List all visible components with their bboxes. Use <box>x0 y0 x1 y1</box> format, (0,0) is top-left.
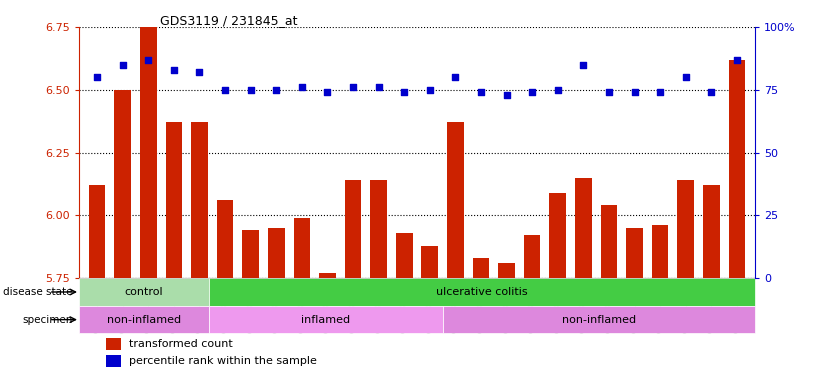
Point <box>500 92 513 98</box>
Point <box>90 74 103 80</box>
Point <box>551 87 565 93</box>
Point <box>449 74 462 80</box>
Bar <box>209 306 443 333</box>
Point <box>628 89 641 95</box>
Point <box>705 89 718 95</box>
Bar <box>191 122 208 278</box>
Bar <box>443 306 755 333</box>
Bar <box>396 233 413 278</box>
Point <box>193 69 206 75</box>
Point <box>321 89 334 95</box>
Text: GDS3119 / 231845_at: GDS3119 / 231845_at <box>160 14 298 27</box>
Point <box>372 84 385 90</box>
Bar <box>294 218 310 278</box>
Bar <box>652 225 668 278</box>
Point <box>423 87 436 93</box>
Bar <box>677 180 694 278</box>
Text: inflamed: inflamed <box>302 314 350 324</box>
Point <box>398 89 411 95</box>
Bar <box>473 258 490 278</box>
Bar <box>79 278 209 306</box>
Bar <box>626 228 643 278</box>
Bar <box>319 273 336 278</box>
Point <box>168 66 181 73</box>
Point <box>244 87 258 93</box>
Bar <box>79 306 209 333</box>
Bar <box>243 230 259 278</box>
Bar <box>268 228 284 278</box>
Point <box>602 89 615 95</box>
Bar <box>114 90 131 278</box>
Point <box>475 89 488 95</box>
Bar <box>447 122 464 278</box>
Bar <box>106 338 121 350</box>
Bar <box>370 180 387 278</box>
Point <box>295 84 309 90</box>
Text: percentile rank within the sample: percentile rank within the sample <box>128 356 316 366</box>
Point <box>116 61 129 68</box>
Bar <box>106 354 121 367</box>
Point <box>219 87 232 93</box>
Point <box>142 56 155 63</box>
Point <box>653 89 666 95</box>
Bar <box>421 245 438 278</box>
Bar <box>344 180 361 278</box>
Bar <box>140 27 157 278</box>
Bar <box>575 178 591 278</box>
Point <box>576 61 590 68</box>
Bar <box>209 278 755 306</box>
Bar <box>524 235 540 278</box>
Point <box>679 74 692 80</box>
Bar <box>498 263 515 278</box>
Bar <box>166 122 182 278</box>
Text: non-inflamed: non-inflamed <box>562 314 636 324</box>
Bar <box>729 60 745 278</box>
Text: ulcerative colitis: ulcerative colitis <box>436 287 528 297</box>
Bar <box>89 185 105 278</box>
Text: specimen: specimen <box>22 314 73 324</box>
Point <box>525 89 539 95</box>
Text: disease state: disease state <box>3 287 73 297</box>
Text: non-inflamed: non-inflamed <box>107 314 181 324</box>
Point <box>731 56 744 63</box>
Bar <box>217 200 234 278</box>
Text: transformed count: transformed count <box>128 339 233 349</box>
Bar <box>600 205 617 278</box>
Bar <box>703 185 720 278</box>
Text: control: control <box>125 287 163 297</box>
Point <box>346 84 359 90</box>
Point <box>269 87 283 93</box>
Bar <box>550 193 566 278</box>
